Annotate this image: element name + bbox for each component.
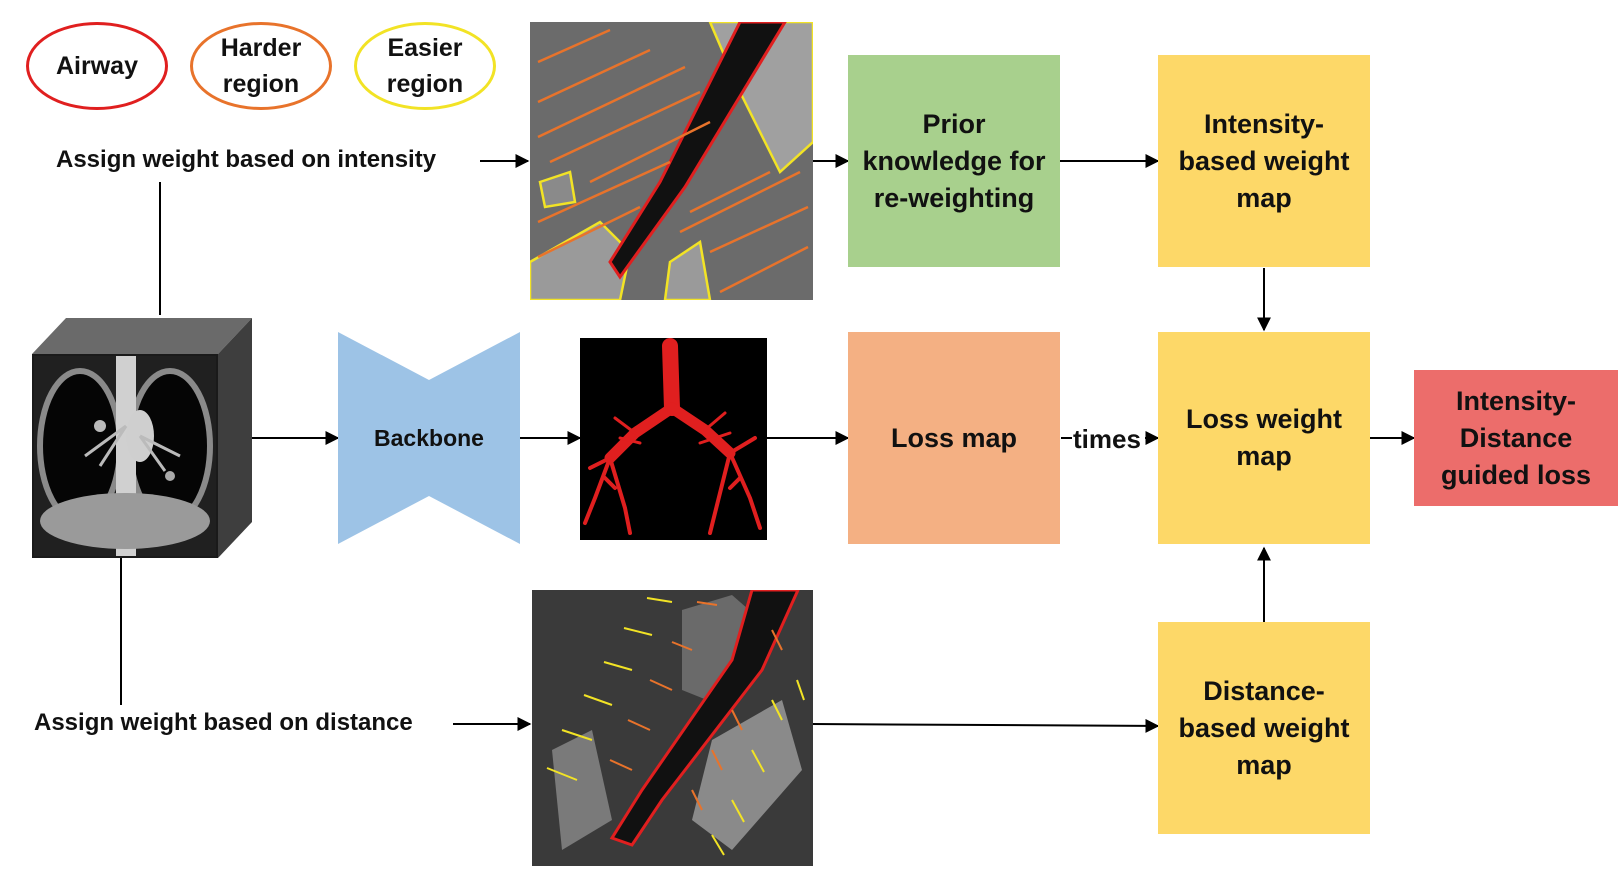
legend-easier-region: Easier region	[354, 22, 496, 110]
intensity-branch-label: Assign weight based on intensity	[56, 146, 437, 173]
intensity-weight-map-box: Intensity- based weight map	[1158, 55, 1370, 267]
distance-weight-map-box: Distance- based weight map	[1158, 622, 1370, 834]
backbone-shape	[338, 332, 520, 544]
distance-branch-label: Assign weight based on distance	[34, 709, 413, 736]
ct-volume-cube	[32, 318, 252, 558]
arrow-image-to-distance-map	[811, 718, 1160, 733]
output-loss-box: Intensity- Distance guided loss	[1414, 370, 1618, 506]
legend-airway: Airway	[26, 22, 168, 110]
harder-region-hatching	[537, 28, 809, 294]
loss-weight-map-box: Loss weight map	[1158, 332, 1370, 544]
intensity-ct-patch	[530, 22, 813, 300]
legend-harder-region: Harder region	[190, 22, 332, 110]
backbone-label: Backbone	[374, 424, 484, 451]
distance-arrows	[546, 597, 805, 856]
airway-tree-segmentation	[580, 338, 767, 540]
prior-knowledge-box: Prior knowledge for re-weighting	[848, 55, 1060, 267]
loss-map-box: Loss map	[848, 332, 1060, 544]
ct-lung-slice	[34, 356, 216, 556]
distance-ct-patch	[532, 590, 813, 866]
times-operator-label: times	[1073, 424, 1141, 454]
